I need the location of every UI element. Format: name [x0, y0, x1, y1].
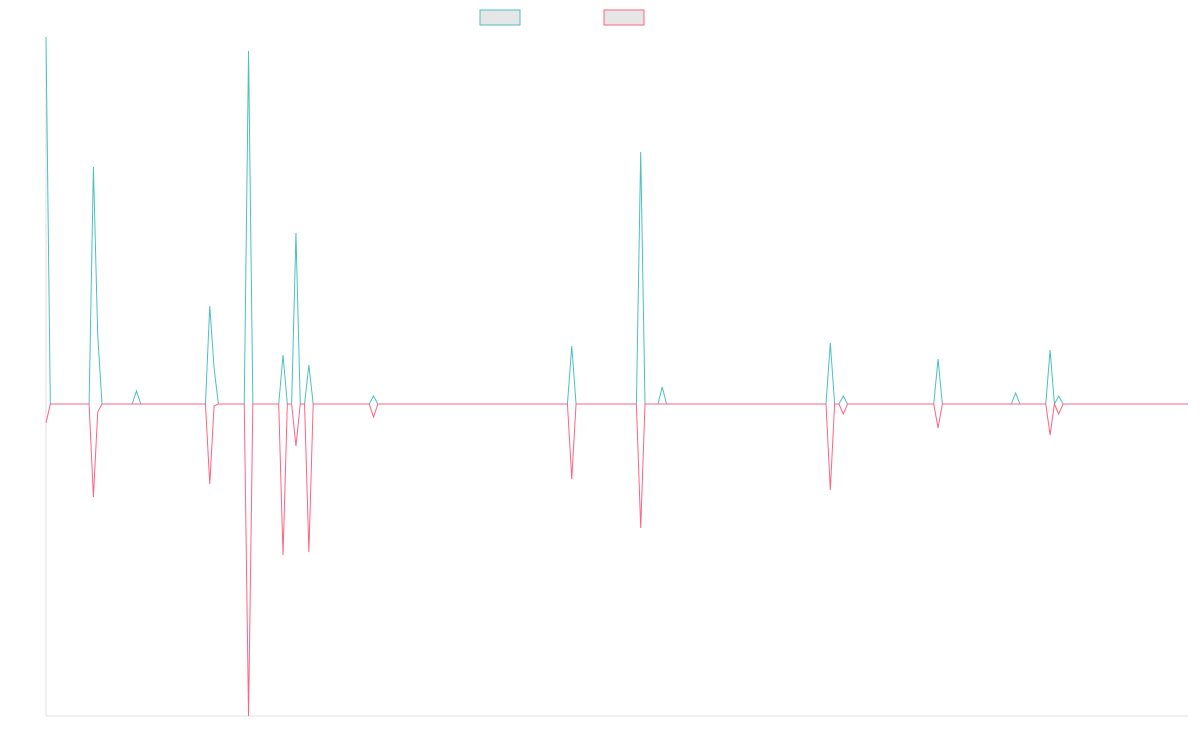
legend-swatch[interactable]: [479, 9, 521, 26]
series-line: [45, 402, 1188, 717]
series-line: [45, 36, 1188, 406]
legend-swatch[interactable]: [603, 9, 645, 26]
